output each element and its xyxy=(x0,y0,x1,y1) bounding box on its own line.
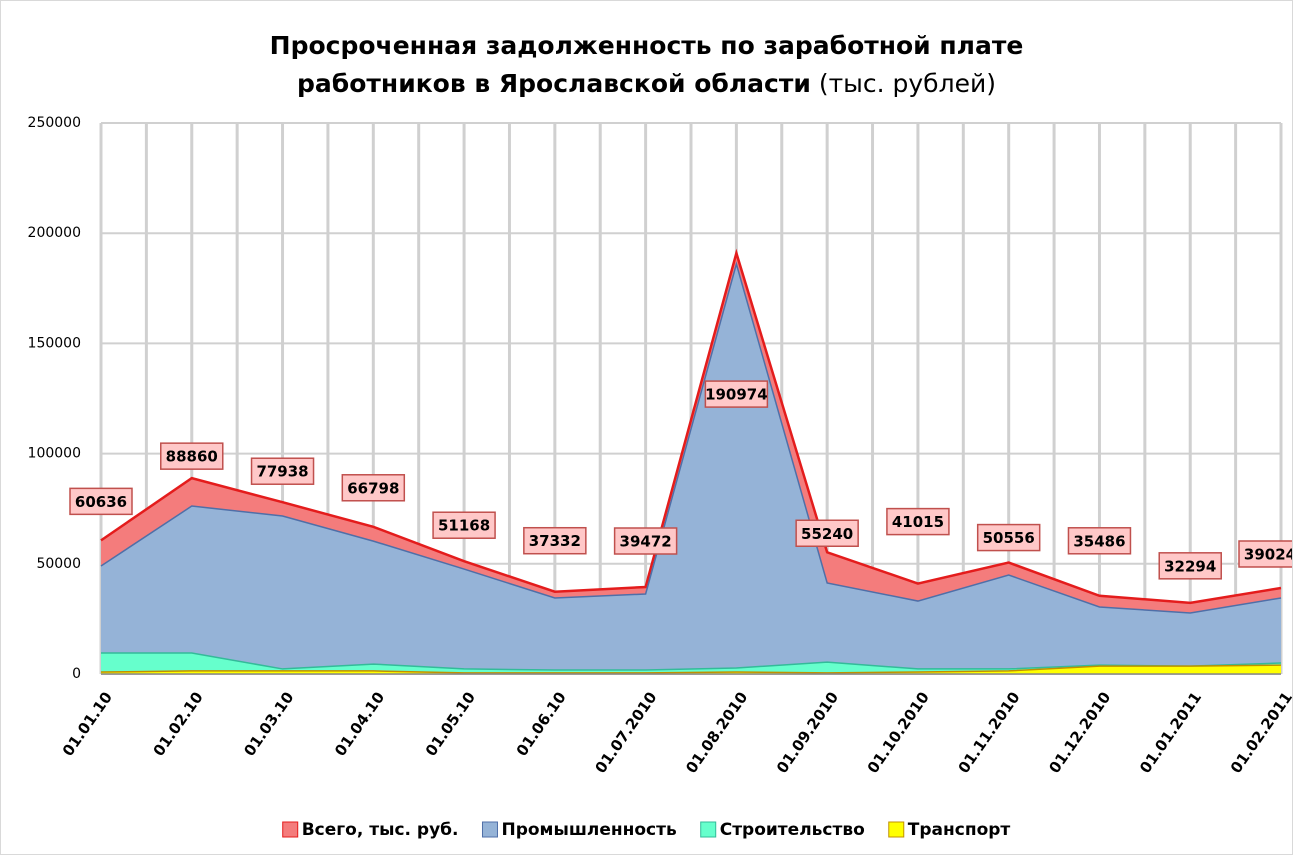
data-label-box xyxy=(1238,540,1292,568)
x-tick-label: 01.12.2010 xyxy=(1045,689,1114,777)
legend-label: Всего, тыс. руб. xyxy=(302,820,459,840)
x-tick-label: 01.03.10 xyxy=(240,689,297,760)
data-label-box xyxy=(1067,527,1132,555)
data-label-box xyxy=(523,526,587,555)
x-tick-label: 01.01.2011 xyxy=(1136,689,1205,777)
legend-label: Транспорт xyxy=(908,820,1011,840)
y-tick-label: 150000 xyxy=(28,335,81,351)
title-block: Просроченная задолженность по заработной… xyxy=(1,27,1292,103)
y-tick-label: 100000 xyxy=(28,446,81,462)
title-text: Просроченная задолженность по заработной… xyxy=(197,27,1097,103)
data-label: 60636 xyxy=(75,493,127,511)
data-label-box xyxy=(250,457,315,485)
data-label-box xyxy=(976,523,1041,552)
legend-swatch xyxy=(481,821,498,838)
data-label-box xyxy=(704,380,769,408)
data-label-box xyxy=(795,519,859,548)
data-label: 39472 xyxy=(620,533,672,551)
legend-swatch xyxy=(700,821,717,838)
data-label: 190974 xyxy=(705,386,768,404)
x-tick-label: 01.10.2010 xyxy=(864,689,933,777)
data-label: 41015 xyxy=(892,513,944,531)
area xyxy=(101,264,1281,674)
data-label: 55240 xyxy=(801,525,853,543)
data-label-box xyxy=(69,487,133,516)
x-tick-label: 01.02.10 xyxy=(150,689,207,760)
data-label-box xyxy=(1158,552,1222,580)
data-label: 50556 xyxy=(983,529,1035,547)
x-tick-label: 01.09.2010 xyxy=(773,689,842,777)
data-label-box xyxy=(886,507,950,536)
area-line xyxy=(100,261,1282,614)
y-tick-label: 200000 xyxy=(28,225,81,241)
y-tick-label: 50000 xyxy=(36,556,81,572)
legend-swatch xyxy=(282,821,299,838)
area-line xyxy=(100,248,1282,605)
area xyxy=(101,653,1281,674)
x-tick-label: 01.06.10 xyxy=(513,689,570,760)
data-label: 88860 xyxy=(166,448,218,466)
x-tick-label: 01.07.2010 xyxy=(591,689,660,777)
area-line xyxy=(100,664,1282,674)
data-label: 51168 xyxy=(438,517,490,535)
x-tick-label: 01.02.2011 xyxy=(1227,689,1292,777)
area-line xyxy=(101,652,1282,671)
data-label-box xyxy=(341,474,406,502)
x-tick-label: 01.08.2010 xyxy=(682,689,751,777)
x-tick-label: 01.05.10 xyxy=(422,689,479,760)
data-label: 32294 xyxy=(1164,557,1216,575)
data-label: 77938 xyxy=(256,463,308,481)
x-tick-label: 01.01.10 xyxy=(59,689,116,760)
x-tick-label: 01.11.2010 xyxy=(954,689,1023,777)
data-label: 39024 xyxy=(1244,545,1292,563)
chart-title: Просроченная задолженность по заработной… xyxy=(269,31,1024,98)
legend-label: Строительство xyxy=(720,820,865,840)
legend-label: Промышленность xyxy=(501,820,676,840)
data-label: 35486 xyxy=(1073,532,1125,550)
data-label: 66798 xyxy=(347,479,399,497)
data-label-box xyxy=(613,527,678,555)
y-tick-label: 250000 xyxy=(28,115,81,131)
legend: Всего, тыс. руб. Промышленность Строительс… xyxy=(282,820,1011,840)
legend-swatch xyxy=(888,821,905,838)
x-tick-label: 01.04.10 xyxy=(331,689,388,760)
data-label-box xyxy=(432,511,496,539)
chart-title-unit: (тыс. рублей) xyxy=(818,69,996,98)
data-label: 37332 xyxy=(529,532,581,550)
data-label-box xyxy=(160,442,224,470)
y-tick-label: 0 xyxy=(72,666,81,682)
